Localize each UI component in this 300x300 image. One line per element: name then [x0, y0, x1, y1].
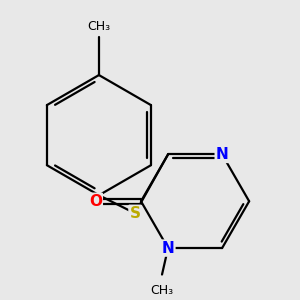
Text: N: N — [216, 147, 229, 162]
Text: CH₃: CH₃ — [151, 284, 174, 297]
Text: O: O — [89, 194, 102, 209]
Text: N: N — [162, 241, 174, 256]
Text: S: S — [130, 206, 140, 221]
Text: CH₃: CH₃ — [87, 20, 110, 33]
